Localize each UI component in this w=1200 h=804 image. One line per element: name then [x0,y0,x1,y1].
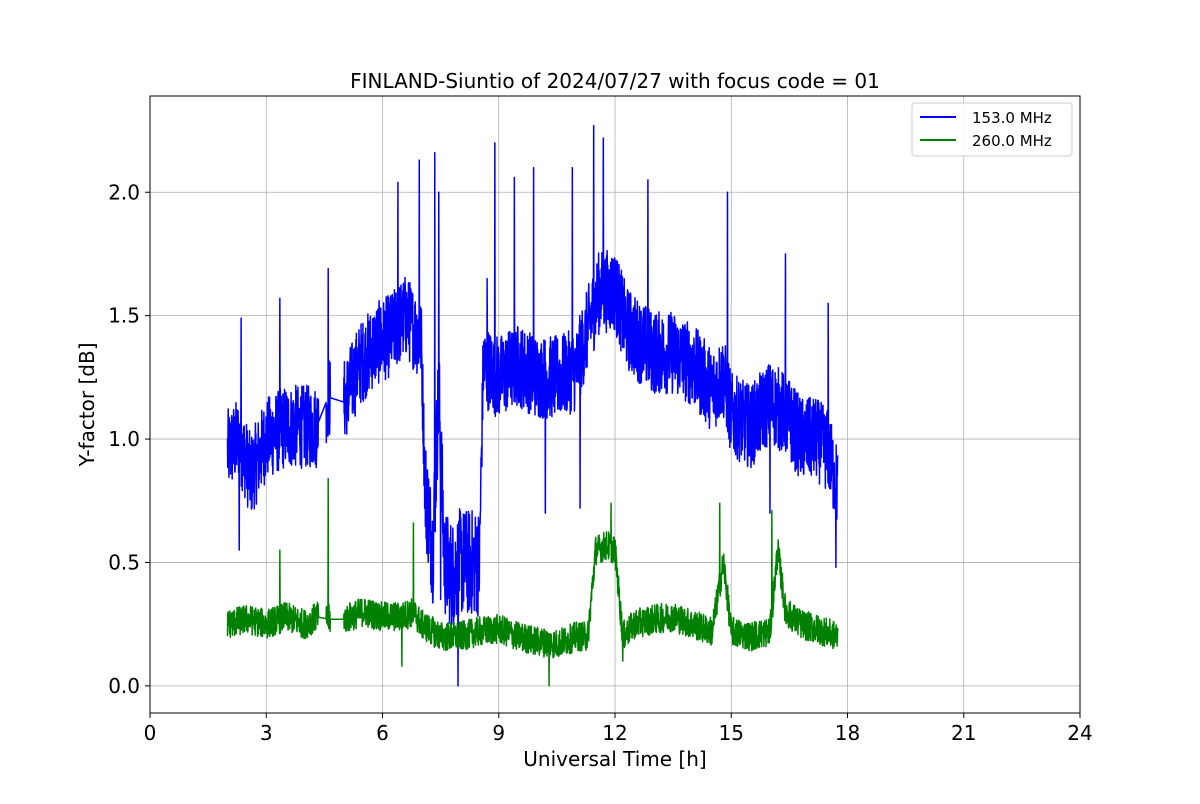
tick-layer: 0 3 6 9 12 15 18 21 24 0.0 0.5 1.0 1.5 2.0 [108,180,1093,745]
x-tick-label-6: 18 [835,721,860,745]
legend: 153.0 MHz 260.0 MHz [911,102,1073,157]
x-tick-label-5: 15 [719,721,744,745]
x-axis-label: Universal Time [h] [523,747,706,771]
chart-title: FINLAND-Siuntio of 2024/07/27 with focus… [350,69,880,93]
y-tick-label-2: 1.0 [108,427,140,451]
x-tick-label-7: 21 [951,721,976,745]
y-tick-label-4: 2.0 [108,180,140,204]
y-tick-label-1: 0.5 [108,550,140,574]
y-tick-label-3: 1.5 [108,304,140,328]
x-tick-label-4: 12 [602,721,627,745]
x-tick-label-8: 24 [1067,721,1092,745]
legend-label-260: 260.0 MHz [972,132,1052,150]
legend-label-153: 153.0 MHz [972,109,1052,127]
x-tick-label-1: 3 [260,721,273,745]
x-tick-label-2: 6 [376,721,389,745]
series-line-153 [226,124,839,687]
x-tick-label-0: 0 [144,721,157,745]
y-tick-label-0: 0.0 [108,674,140,698]
y-axis-label: Y-factor [dB] [75,342,99,467]
series-layer [226,124,839,687]
series-line-260 [226,477,839,687]
x-tick-label-3: 9 [492,721,505,745]
